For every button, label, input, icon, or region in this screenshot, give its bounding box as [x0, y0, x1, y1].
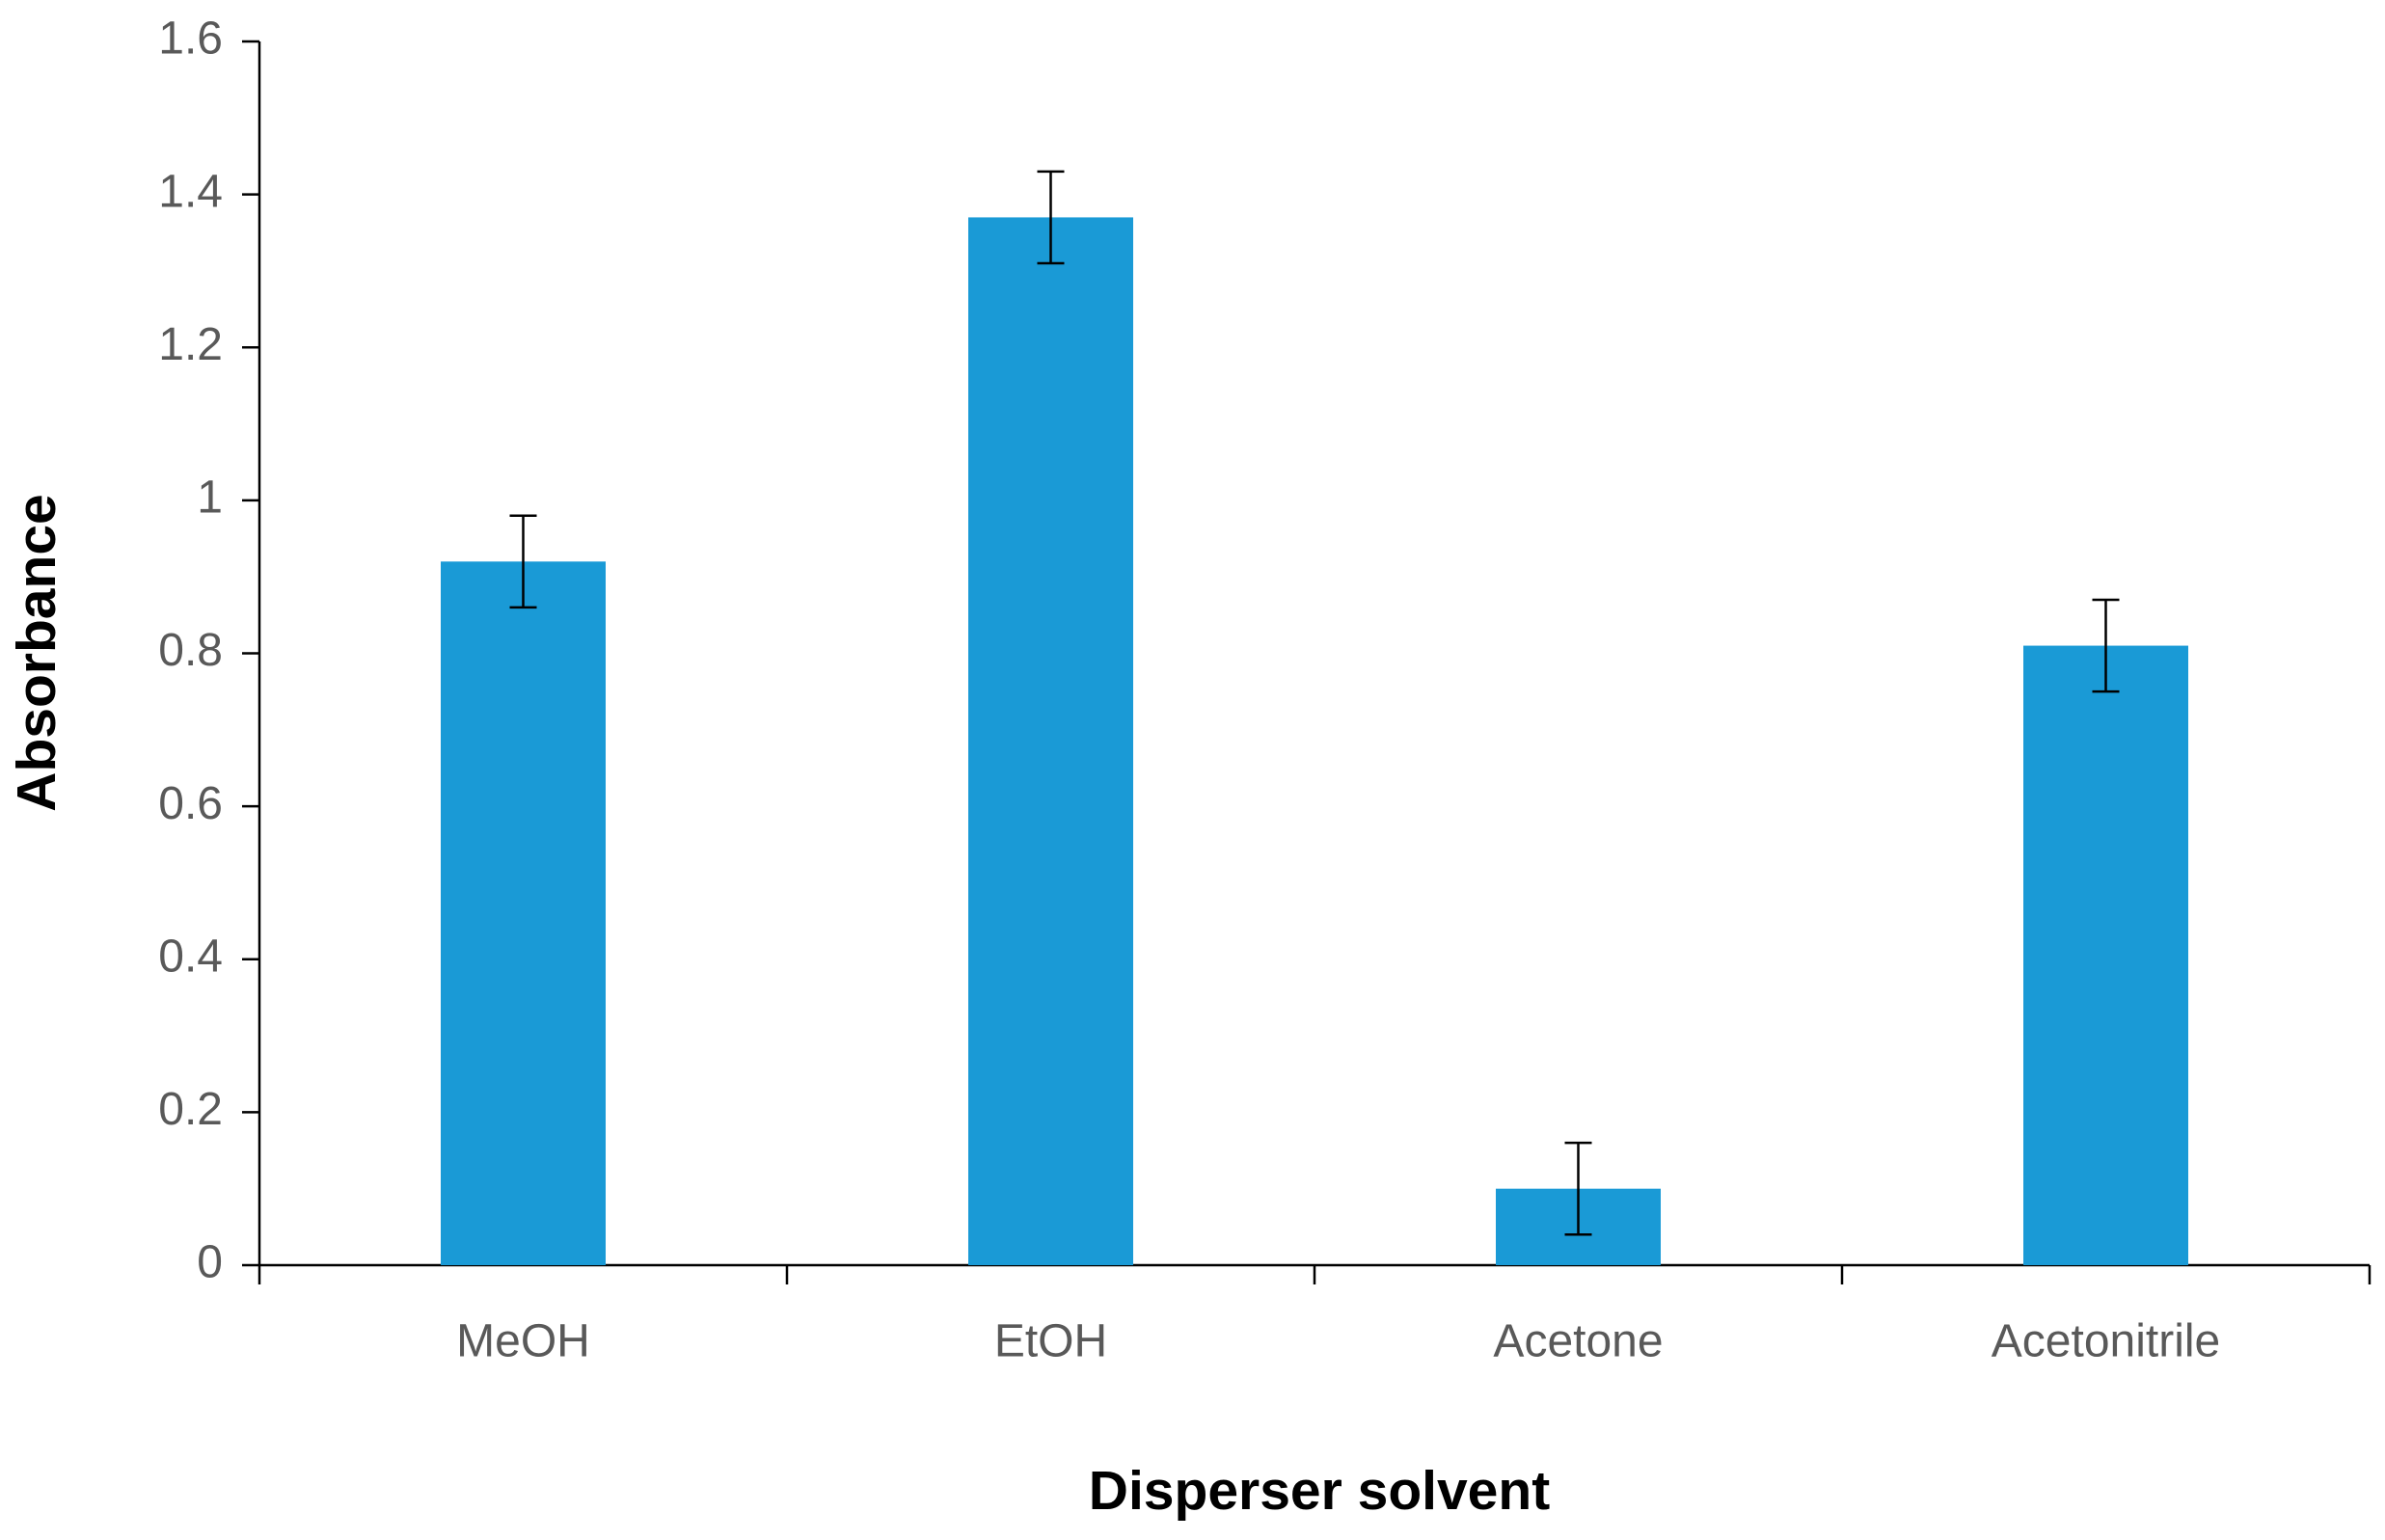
error-bar [1037, 170, 1065, 265]
bar [2023, 645, 2188, 1265]
x-axis-title: Disperser solvent [1089, 1460, 1550, 1522]
y-tick-label: 1.4 [158, 166, 223, 217]
y-tick-label: 0.6 [158, 778, 223, 829]
x-tick-label: Acetonitrile [1992, 1316, 2220, 1367]
y-tick-label: 1.6 [158, 14, 223, 65]
y-tick-label: 0 [197, 1237, 223, 1288]
error-bar [2092, 598, 2120, 693]
y-tick-label: 1 [197, 473, 223, 524]
y-tick-label: 0.8 [158, 625, 223, 676]
error-bar [509, 514, 537, 609]
x-tick-label: EtOH [994, 1316, 1107, 1367]
y-tick-label: 1.2 [158, 319, 223, 370]
error-bar [1564, 1141, 1592, 1236]
bar [968, 217, 1133, 1266]
y-axis-title: Absorbance [6, 494, 68, 811]
x-tick-label: Acetone [1493, 1316, 1663, 1367]
bar [441, 561, 606, 1265]
y-tick-label: 0.2 [158, 1084, 223, 1135]
x-tick-label: MeOH [456, 1316, 590, 1367]
y-tick-label: 0.4 [158, 931, 223, 982]
